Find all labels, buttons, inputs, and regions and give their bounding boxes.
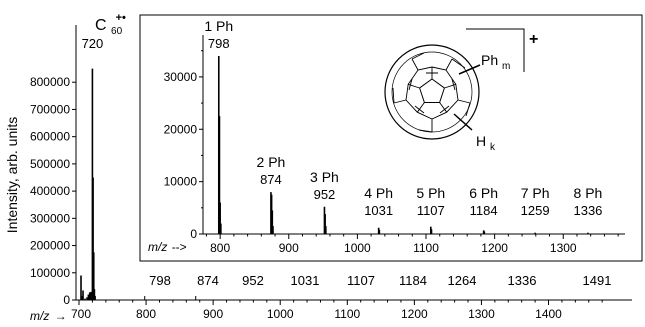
phm-subscript: m bbox=[502, 61, 510, 72]
inset-x-tick-label: 1100 bbox=[413, 241, 439, 255]
main-x-axis-mz: m/z bbox=[30, 309, 49, 323]
inset-group-label: 4 Ph bbox=[364, 185, 393, 201]
inset-group-label: 8 Ph bbox=[574, 185, 603, 201]
main-x-tick-label: 800 bbox=[136, 307, 156, 321]
main-y-tick-label: 800000 bbox=[30, 75, 70, 89]
inset-group-label: 6 Ph bbox=[469, 185, 498, 201]
main-x-tick-label: 1200 bbox=[401, 307, 428, 321]
main-x-tick-label: 1300 bbox=[468, 307, 495, 321]
main-x-tick-label: 1000 bbox=[267, 307, 294, 321]
main-y-tick-label: 500000 bbox=[30, 157, 70, 171]
main-peak-mass-label: 1031 bbox=[291, 273, 320, 288]
inset-y-tick-label: 30000 bbox=[164, 70, 198, 84]
inset-x-axis-arrow: --> bbox=[172, 240, 187, 254]
main-y-axis-label: Intensity, arb. units bbox=[4, 117, 20, 233]
inset-group-label: 5 Ph bbox=[416, 185, 445, 201]
inset-group-label: 2 Ph bbox=[257, 154, 286, 170]
main-peak-mass-label: 1336 bbox=[508, 273, 537, 288]
c60-superscript: +• bbox=[116, 12, 126, 24]
inset-x-tick-label: 1200 bbox=[481, 241, 508, 255]
main-x-axis-arrow: → bbox=[55, 309, 67, 323]
inset-group-mass: 798 bbox=[208, 36, 230, 51]
main-y-tick-label: 400000 bbox=[30, 184, 70, 198]
c60-subscript: 60 bbox=[111, 26, 123, 37]
inset-x-tick-label: 1300 bbox=[550, 241, 577, 255]
inset-x-axis-label: m/z --> bbox=[148, 240, 187, 254]
main-peak-mass-label: 1184 bbox=[399, 273, 427, 288]
inset-group-mass: 1031 bbox=[364, 203, 393, 218]
main-x-tick-label: 700 bbox=[71, 307, 91, 321]
main-x-tick-label: 1400 bbox=[535, 307, 562, 321]
main-y-tick-label: 100000 bbox=[30, 266, 70, 280]
main-peak-mass-label: 1491 bbox=[583, 273, 612, 288]
main-peak-labels: 798 874 952 1031 1107 1184 1264 1336 1491 bbox=[149, 273, 611, 288]
main-y-tick-label: 300000 bbox=[30, 211, 70, 225]
main-x-axis-label: m/z → bbox=[30, 309, 67, 323]
inset-group-mass: 952 bbox=[314, 187, 336, 202]
inset-x-tick-label: 1000 bbox=[344, 241, 371, 255]
inset-group-mass: 1107 bbox=[417, 203, 445, 218]
hk-base: H bbox=[476, 133, 486, 149]
c60-base: C bbox=[95, 17, 107, 34]
main-y-tick-label: 0 bbox=[63, 293, 70, 307]
inset-group-mass: 1184 bbox=[470, 203, 498, 218]
charge-label: + bbox=[529, 31, 538, 48]
main-x-tick-label: 900 bbox=[203, 307, 223, 321]
inset-group-mass: 1336 bbox=[573, 203, 602, 218]
main-x-tick-label: 1100 bbox=[334, 307, 360, 321]
inset-x-tick-label: 900 bbox=[279, 241, 299, 255]
inset-group-mass: 1259 bbox=[521, 203, 550, 218]
inset-group-label: 1 Ph bbox=[204, 18, 233, 34]
main-y-tick-label: 700000 bbox=[30, 102, 70, 116]
inset-group-mass: 874 bbox=[260, 172, 282, 187]
main-peak-mass-label: 1264 bbox=[448, 273, 477, 288]
phm-base: Ph bbox=[481, 52, 498, 68]
inset-x-tick-label: 800 bbox=[210, 241, 230, 255]
inset-y-tick-label: 0 bbox=[190, 227, 197, 241]
inset-y-tick-label: 10000 bbox=[164, 175, 198, 189]
inset-group-label: 7 Ph bbox=[521, 185, 550, 201]
main-y-tick-label: 600000 bbox=[30, 130, 70, 144]
inset-x-axis-mz: m/z bbox=[148, 240, 167, 254]
c60-ion-label: C 60 +• bbox=[95, 12, 127, 38]
main-y-ticks: 0 100000 200000 300000 400000 500000 600000 700… bbox=[30, 75, 76, 307]
main-peak-mass-label: 874 bbox=[197, 273, 219, 288]
main-peak-mass-label: 798 bbox=[149, 273, 171, 288]
inset-y-tick-label: 20000 bbox=[164, 122, 198, 136]
main-y-tick-label: 200000 bbox=[30, 239, 70, 253]
c60-mass-label: 720 bbox=[82, 36, 104, 51]
main-peak-mass-label: 1107 bbox=[347, 273, 375, 288]
main-peak-mass-label: 952 bbox=[242, 273, 264, 288]
inset-group-label: 3 Ph bbox=[310, 169, 339, 185]
inset-frame bbox=[140, 15, 642, 261]
main-x-ticks: 800 900 1000 1100 1200 1300 1400 700 bbox=[71, 300, 602, 321]
